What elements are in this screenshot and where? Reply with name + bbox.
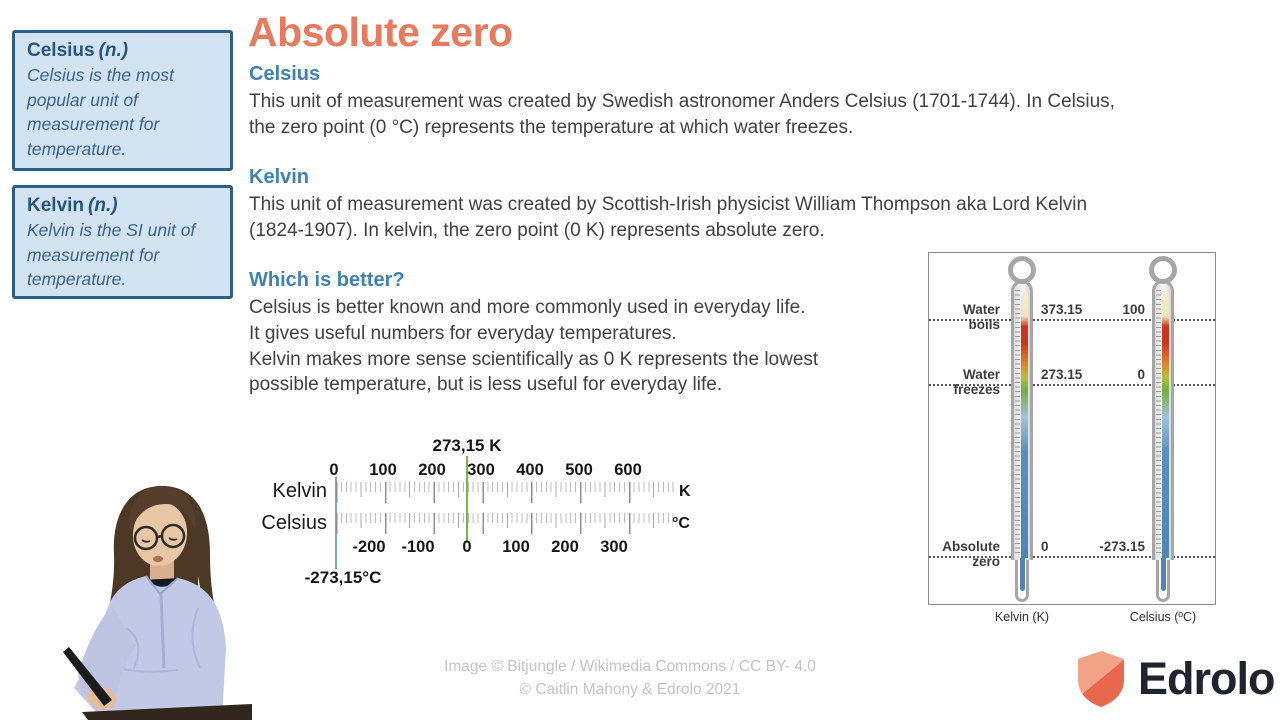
water-boils-dotted-line	[929, 319, 1215, 321]
desk-edge	[82, 704, 252, 720]
thermometer-ring	[1149, 256, 1177, 284]
kelvin-tick-label: 600	[614, 461, 642, 479]
page-title: Absolute zero	[248, 9, 513, 55]
presenter-illustration	[63, 485, 252, 720]
kelvin-tick-label: 0	[329, 461, 339, 479]
ruler-celsius-row-label: Celsius	[261, 512, 327, 534]
kelvin-value-water-boils: 373.15	[1041, 302, 1083, 317]
glasses-left-lens	[133, 525, 159, 551]
text-line: This unit of measurement was created by …	[249, 91, 1115, 112]
definition-box-celsius: Celsius (n.) Celsius is the most popular …	[12, 30, 233, 171]
section-text-celsius: This unit of measurement was created by …	[249, 89, 1115, 141]
kelvin-axis-caption: Kelvin (K)	[994, 610, 1050, 624]
shirt-collar	[145, 575, 179, 596]
attribution-line-copyright: © Caitlin Mahony & Edrolo 2021	[519, 680, 741, 698]
celsius-value-absolute-zero: -273.15	[1099, 539, 1145, 554]
celsius-unit-label: °C	[672, 515, 690, 532]
text-line: possible temperature, but is less useful…	[249, 374, 723, 396]
kelvin-value-water-freezes: 273.15	[1041, 367, 1083, 382]
kelvin-tick-label: 500	[565, 461, 593, 479]
ruler-kelvin-row-label: Kelvin	[272, 480, 327, 502]
text-line: It gives useful numbers for everyday tem…	[249, 322, 677, 344]
row-label-water-freezes: Water freezes	[953, 367, 1000, 397]
celsius-tick-label: 100	[502, 538, 530, 556]
thermometer-tick-marks	[1156, 290, 1161, 556]
celsius-tick-label: -100	[401, 538, 435, 556]
celsius-tick-label: 0	[462, 538, 472, 556]
eyes	[141, 537, 178, 543]
kelvin-tick-label: 100	[369, 461, 397, 479]
shirt-placket	[159, 593, 166, 669]
celsius-axis-caption: Celsius (ºC)	[1129, 610, 1197, 624]
definition-box-kelvin: Kelvin (n.) Kelvin is the SI unit of meas…	[12, 185, 233, 299]
section-heading-which-is-better: Which is better?	[249, 269, 405, 291]
edrolo-shield-icon	[1078, 651, 1124, 707]
water-freezes-dotted-line	[929, 384, 1215, 386]
attribution-line-image-credit: Image © Bitjungle / Wikimedia Commons / …	[444, 658, 816, 675]
celsius-value-water-freezes: 0	[1137, 367, 1145, 382]
kelvin-unit-label: K	[679, 483, 691, 500]
glasses-bridge	[156, 534, 163, 539]
presenter-webcam	[52, 476, 252, 720]
kelvin-tick-label: 300	[467, 461, 495, 479]
kelvin-thermometer	[1008, 256, 1036, 602]
mouth	[153, 555, 163, 563]
text-line: (1824-1907). In kelvin, the zero point (…	[249, 219, 825, 241]
definition-part-of-speech: (n.)	[98, 40, 129, 61]
kelvin-tick-marks	[336, 482, 675, 503]
kelvin-tick-label: 200	[418, 461, 446, 479]
thermometer-comparison-diagram: Water boils 373.15 100 Water freezes 273…	[928, 252, 1216, 627]
definition-part-of-speech: (n.)	[88, 195, 118, 216]
celsius-tick-label: 300	[600, 538, 628, 556]
text-line: Celsius is better known and more commonl…	[249, 297, 806, 318]
thermometer-tick-marks	[1015, 290, 1020, 556]
thermometer-ring	[1008, 256, 1036, 284]
section-heading-celsius: Celsius	[249, 63, 321, 85]
text-line: the zero point (0 °C) represents the tem…	[249, 116, 854, 138]
pen	[63, 647, 112, 706]
temperature-scale-ruler-diagram: 273,15 K 0 100 200 300 400 500 600 Kelvi…	[255, 435, 715, 593]
kelvin-value-absolute-zero: 0	[1041, 539, 1049, 554]
text-line: This unit of measurement was created by …	[249, 194, 1088, 215]
row-label-water-boils: Water boils	[962, 302, 1000, 332]
text-line: Kelvin makes more sense scientifically a…	[249, 348, 819, 370]
section-heading-kelvin: Kelvin	[249, 166, 310, 188]
thermometer-stem-liquid	[1019, 558, 1025, 591]
kelvin-tick-label: 400	[516, 461, 544, 479]
edrolo-logo-text: Edrolo	[1138, 653, 1275, 704]
hair-fringe	[129, 485, 196, 530]
thermometer-liquid-column	[1021, 292, 1028, 558]
section-text-kelvin: This unit of measurement was created by …	[249, 192, 1087, 244]
celsius-tick-label: -200	[352, 538, 386, 556]
row-label-absolute-zero: Absolute zero	[942, 539, 1000, 569]
celsius-value-water-boils: 100	[1122, 302, 1145, 317]
definition-text: Celsius is the most popular unit of meas…	[27, 65, 174, 159]
section-text-which-is-better: Celsius is better known and more commonl…	[249, 295, 818, 398]
definition-term: Celsius (n.)	[27, 40, 218, 62]
definition-term-word: Kelvin	[27, 195, 85, 216]
edrolo-logo: Edrolo	[1075, 650, 1275, 708]
definition-term: Kelvin (n.)	[27, 195, 218, 217]
attribution: Image © Bitjungle / Wikimedia Commons / …	[330, 656, 930, 701]
ruler-absolute-zero-marker-label: -273,15°C	[304, 568, 382, 587]
thermometer-stem-liquid	[1160, 558, 1166, 591]
definition-text: Kelvin is the SI unit of measurement for…	[27, 220, 196, 289]
thermometer-liquid-column	[1162, 292, 1169, 558]
celsius-thermometer	[1149, 256, 1177, 602]
absolute-zero-dotted-line	[929, 556, 1215, 558]
celsius-tick-label: 200	[551, 538, 579, 556]
ruler-273k-marker-label: 273,15 K	[432, 436, 502, 455]
celsius-tick-marks	[336, 513, 675, 534]
definition-term-word: Celsius	[27, 40, 95, 61]
